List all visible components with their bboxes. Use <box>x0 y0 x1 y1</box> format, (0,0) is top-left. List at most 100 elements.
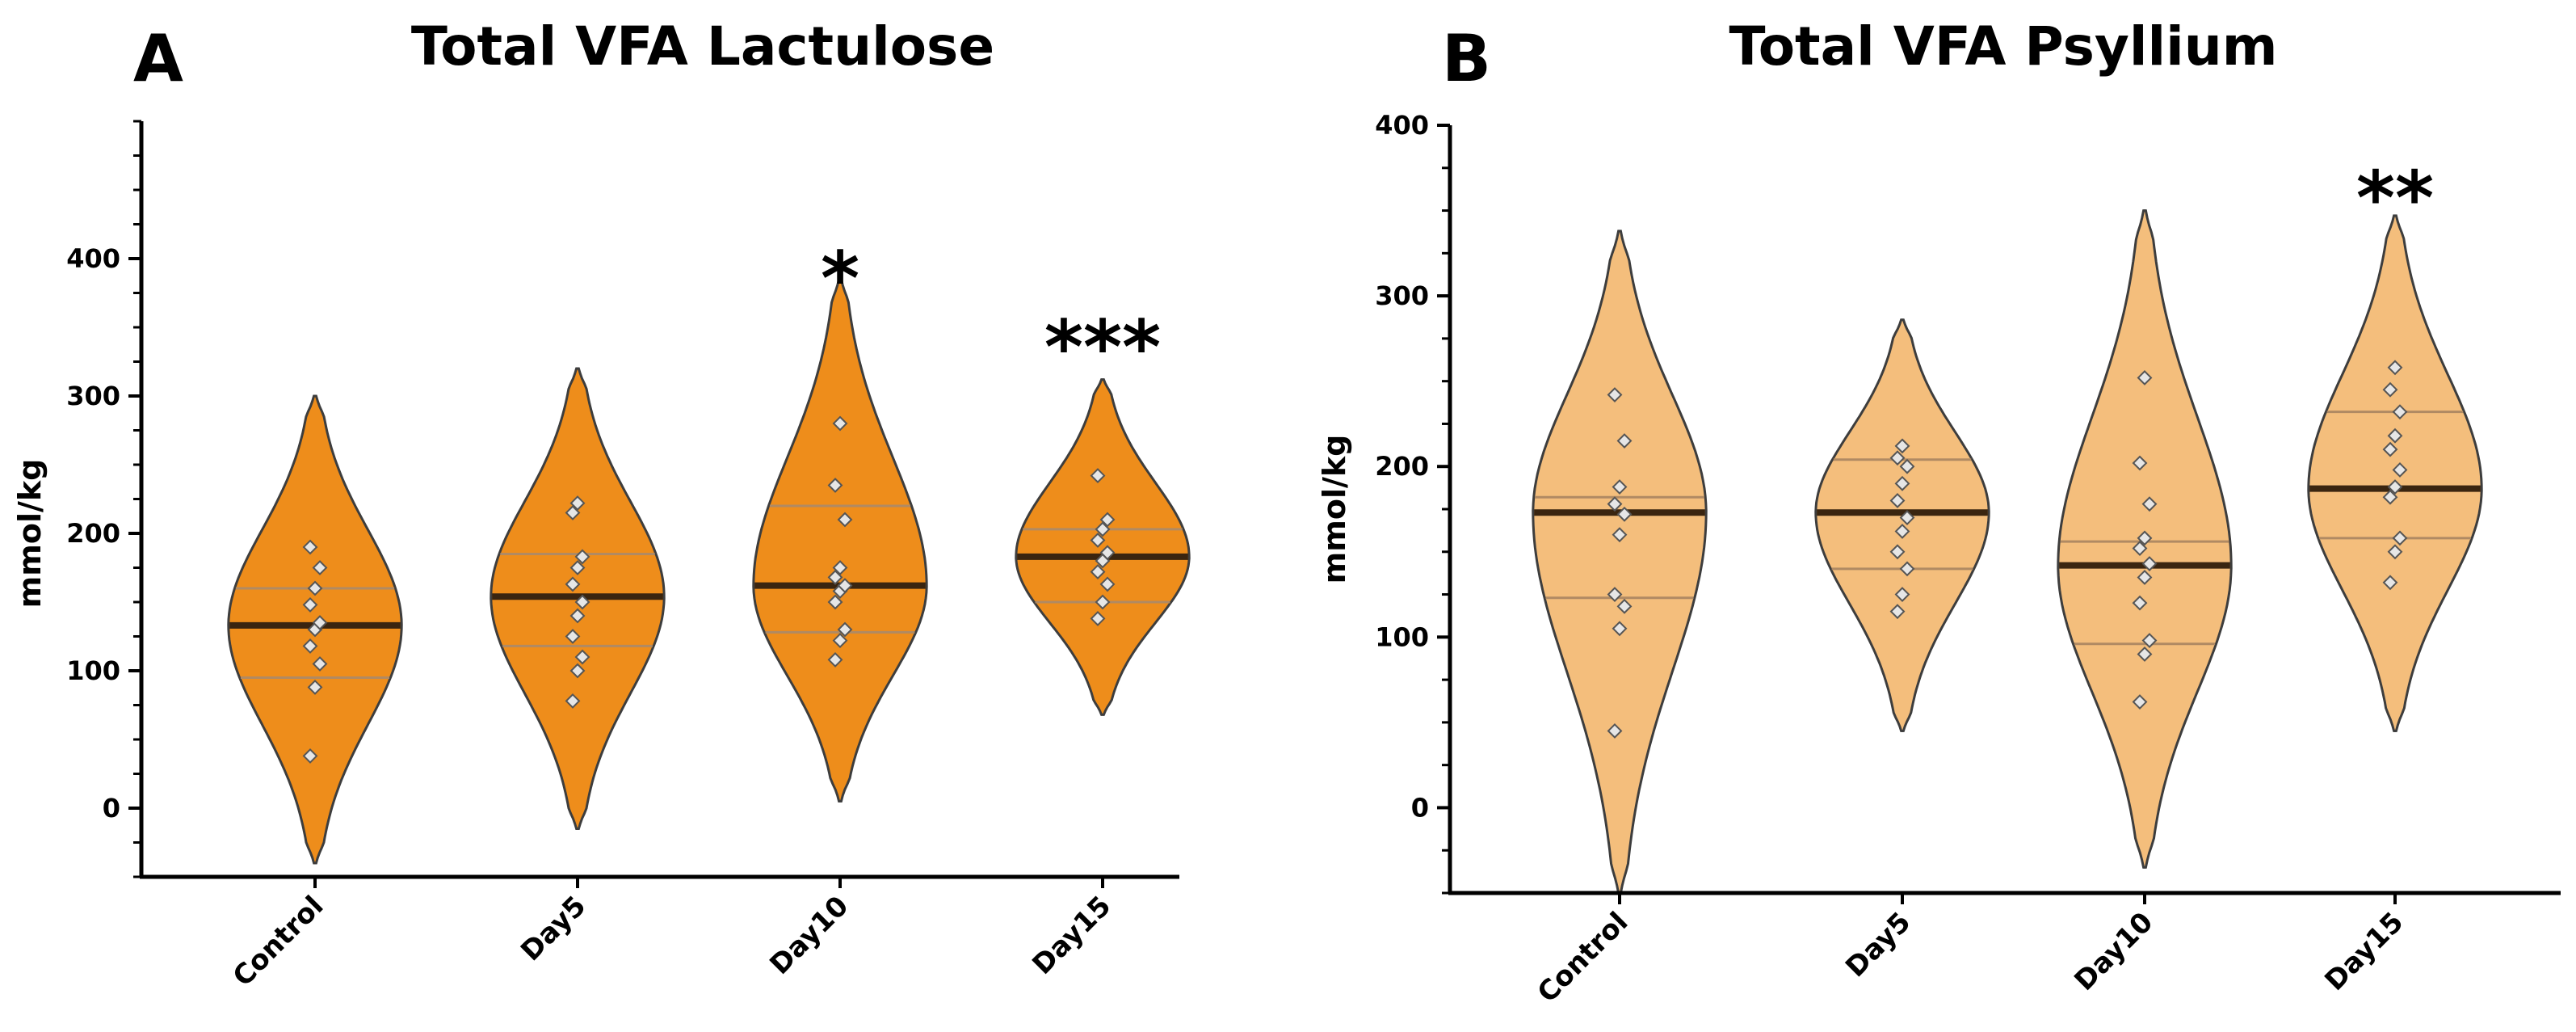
panel-a-violin-control <box>227 394 403 865</box>
panel-a-letter: A <box>133 21 183 96</box>
data-point <box>574 594 590 610</box>
data-point <box>1899 561 1915 577</box>
x-tick-label-day10: Day10 <box>764 890 855 981</box>
data-point <box>565 576 581 592</box>
data-point <box>569 495 586 512</box>
data-point <box>2132 694 2148 710</box>
data-point <box>1095 521 1111 537</box>
y-tick-label: 400 <box>66 243 120 274</box>
panel-b-violin-control <box>1532 230 1708 895</box>
data-point <box>574 549 590 565</box>
data-point <box>2141 556 2158 571</box>
panel-b-ylabel: mmol/kg <box>1317 435 1352 584</box>
data-point <box>2392 530 2408 546</box>
data-point <box>1607 496 1623 512</box>
data-point <box>1894 587 1910 602</box>
violin-body <box>1532 230 1708 895</box>
data-point <box>1607 587 1623 602</box>
data-point <box>302 638 318 654</box>
data-point <box>2387 360 2403 376</box>
y-tick-label: 400 <box>1375 110 1429 141</box>
data-point <box>1612 621 1628 637</box>
data-point <box>312 560 328 575</box>
data-point <box>1616 598 1633 614</box>
panel-a-violin-day10 <box>752 278 928 802</box>
panel-b-letter: B <box>1442 21 1491 96</box>
data-point <box>2387 428 2403 444</box>
data-point <box>565 629 581 644</box>
data-point <box>837 512 853 528</box>
data-point <box>302 748 318 764</box>
data-point <box>2137 570 2153 585</box>
data-point <box>1616 433 1633 449</box>
data-point <box>1607 723 1623 739</box>
data-point <box>565 505 581 520</box>
data-point <box>1090 610 1106 626</box>
panel-b-violin-day5 <box>1814 318 1990 732</box>
data-point <box>1607 387 1623 402</box>
data-point <box>307 679 323 695</box>
y-tick-label: 100 <box>66 655 120 686</box>
panel-b-violin-day15 <box>2307 214 2483 732</box>
data-point <box>2382 441 2398 457</box>
x-tick-label-control: Control <box>227 890 330 993</box>
data-point <box>302 596 318 613</box>
data-point <box>837 578 853 594</box>
data-point <box>1612 527 1628 543</box>
data-point <box>1099 545 1116 561</box>
data-point <box>1612 479 1628 495</box>
data-point <box>2387 479 2403 495</box>
data-point <box>2137 530 2153 546</box>
data-point <box>1894 524 1910 539</box>
data-point <box>2132 595 2148 611</box>
data-point <box>1889 544 1906 560</box>
panel-a-ylabel: mmol/kg <box>12 459 48 609</box>
panel-b-violin-day10 <box>2057 209 2233 869</box>
data-point <box>2132 541 2148 556</box>
panel-b-title: Total VFA Psyllium <box>1729 15 2277 78</box>
data-point <box>1090 533 1106 548</box>
y-tick-label: 300 <box>1375 280 1429 311</box>
panel-b-plot: 0 100 200 300 400 Control Day5 Day10 Day15 ** <box>1375 110 2561 1009</box>
data-point <box>2141 633 2158 648</box>
data-point <box>1090 564 1106 580</box>
panel-b: B Total VFA Psyllium mmol/kg 0 100 200 300 4… <box>1317 15 2561 1009</box>
data-point <box>1889 493 1906 508</box>
data-point <box>312 615 328 630</box>
data-point <box>837 621 853 638</box>
panel-a-violin-day15 <box>1015 378 1191 716</box>
data-point <box>2132 455 2148 471</box>
data-point <box>1099 576 1116 592</box>
data-point <box>1099 512 1116 528</box>
x-tick-label-day15: Day15 <box>1027 890 1118 981</box>
y-tick-label: 200 <box>1375 451 1429 482</box>
x-tick-label-day5: Day5 <box>515 890 592 967</box>
data-point <box>2382 575 2398 591</box>
data-point <box>569 608 586 624</box>
violin-body <box>752 278 928 802</box>
data-point <box>2392 462 2408 478</box>
violin-body <box>2307 214 2483 732</box>
data-point <box>1894 475 1910 491</box>
x-tick-label-control: Control <box>1532 906 1635 1009</box>
data-point <box>1095 594 1111 610</box>
y-tick-label: 200 <box>66 518 120 549</box>
data-point <box>1889 604 1906 620</box>
data-point <box>832 415 848 432</box>
data-point <box>827 569 843 585</box>
data-point <box>312 656 328 672</box>
x-tick-label-day10: Day10 <box>2069 906 2160 997</box>
data-point <box>1616 506 1633 522</box>
data-point <box>1899 510 1915 525</box>
x-tick-label-day5: Day5 <box>1839 906 1917 984</box>
data-point <box>569 663 586 679</box>
panel-a: A Total VFA Lactulose mmol/kg 0 100 200 300… <box>12 15 1191 993</box>
data-point <box>307 580 323 596</box>
data-point <box>1894 438 1910 454</box>
data-point <box>302 539 318 555</box>
data-point <box>827 651 843 668</box>
data-point <box>1889 450 1906 466</box>
data-point <box>832 633 848 649</box>
data-point <box>832 560 848 575</box>
